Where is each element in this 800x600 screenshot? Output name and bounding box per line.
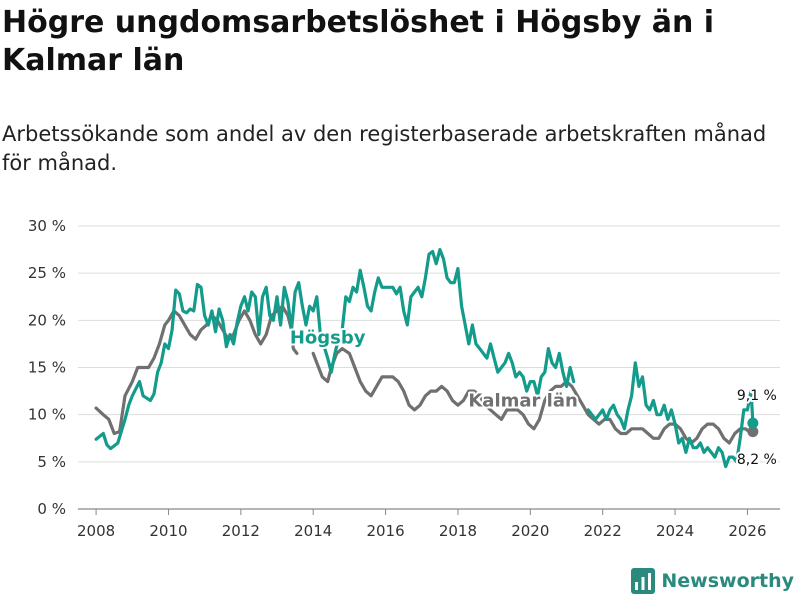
y-tick-label: 5 % — [37, 453, 66, 471]
series-lines — [94, 248, 759, 469]
x-tick-label: 2014 — [294, 522, 332, 540]
x-tick-label: 2018 — [439, 522, 477, 540]
y-axis: 0 % 5 % 10 % 15 % 20 % 25 % 30 % — [28, 217, 66, 518]
series-line-kalmar-lan — [94, 304, 755, 445]
end-label-hogsby: 9,1 % — [737, 388, 777, 404]
y-tick-label: 10 % — [28, 406, 66, 424]
chart-subtitle: Arbetssökande som andel av den registerb… — [2, 122, 767, 175]
y-tick-label: 25 % — [28, 264, 66, 282]
x-axis: 2008 2010 2012 2014 2016 2018 2020 2022 2024 2026 — [77, 509, 767, 540]
end-label-kalmar-lan-halo: 8,2 % — [737, 452, 777, 468]
brand-name: Newsworthy — [661, 570, 794, 592]
x-tick-label: 2024 — [656, 522, 694, 540]
x-tick-label: 2022 — [584, 522, 622, 540]
y-tick-label: 15 % — [28, 359, 66, 377]
y-tick-label: 0 % — [37, 500, 66, 518]
series-label-hogsby-halo: Högsby — [290, 327, 366, 348]
end-label-kalmar-lan: 8,2 % — [737, 452, 777, 468]
series-label-kalmar-lan: Kalmar län — [468, 391, 577, 412]
series-line-hogsby — [94, 248, 755, 469]
x-tick-label: 2026 — [728, 522, 766, 540]
series-label-hogsby: Högsby — [290, 327, 366, 348]
chart-title: Högre ungdomsarbetslöshet i Högsby än i … — [2, 5, 715, 78]
y-tick-label: 20 % — [28, 311, 66, 329]
y-tick-label: 30 % — [28, 217, 66, 235]
end-point-hogsby — [747, 417, 759, 429]
x-tick-label: 2008 — [77, 522, 115, 540]
x-tick-label: 2016 — [366, 522, 404, 540]
newsworthy-brand[interactable]: Newsworthy — [631, 568, 794, 594]
x-tick-label: 2020 — [511, 522, 549, 540]
newsworthy-logo-icon — [631, 568, 656, 594]
x-tick-label: 2012 — [222, 522, 260, 540]
end-label-hogsby-halo: 9,1 % — [737, 388, 777, 404]
gridlines — [78, 225, 780, 510]
end-point-kalmar-lan — [747, 426, 759, 438]
series-label-kalmar-lan-halo: Kalmar län — [468, 391, 577, 412]
x-tick-label: 2010 — [149, 522, 187, 540]
